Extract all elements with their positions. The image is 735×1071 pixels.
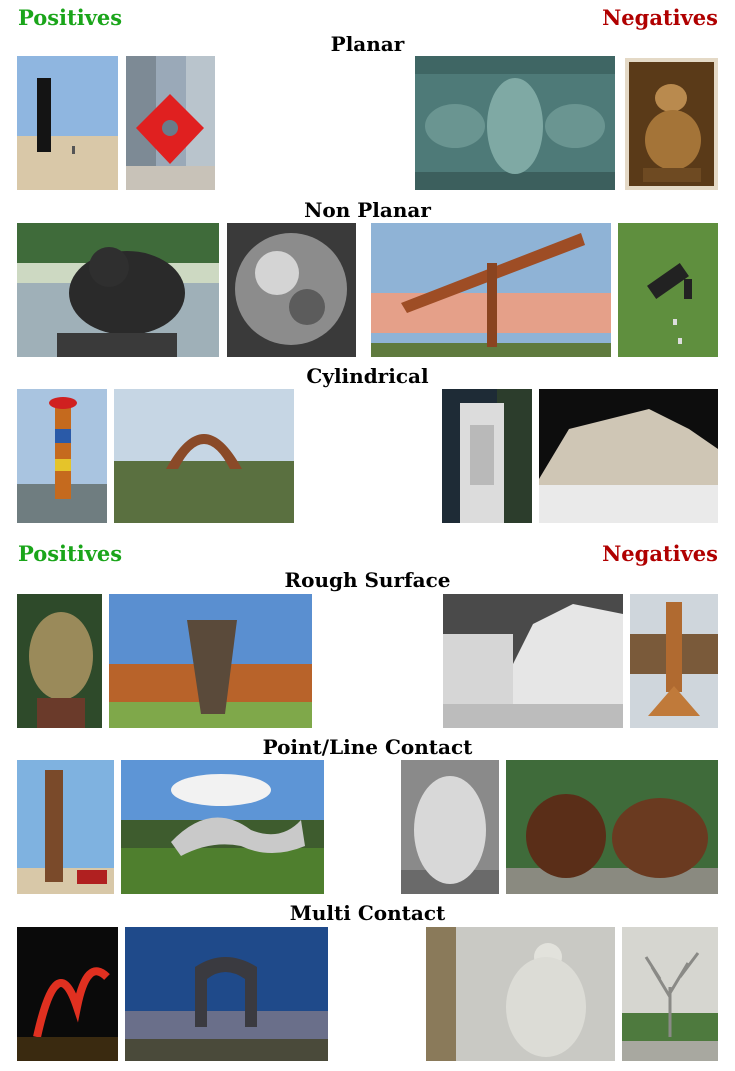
point-line-contact-negative-photo-2	[506, 760, 718, 894]
planar-positive-photo-2	[126, 56, 215, 190]
planar-positive-photo-1	[17, 56, 118, 190]
positives-header-2: Positives	[18, 541, 123, 566]
section-title-planar: Planar	[330, 32, 405, 56]
cylindrical-positive-photo-1	[17, 389, 107, 523]
section-title-rough-surface: Rough Surface	[284, 568, 451, 592]
rough-surface-negative-photo-1	[443, 594, 623, 728]
cylindrical-positive-photo-2	[114, 389, 294, 523]
negatives-header-2: Negatives	[602, 541, 718, 566]
point-line-contact-positive-photo-1	[17, 760, 114, 894]
negatives-header: Negatives	[602, 5, 718, 30]
point-line-contact-negative-photo-1	[401, 760, 499, 894]
point-line-contact-positive-photo-2	[121, 760, 324, 894]
cylindrical-negative-photo-1	[442, 389, 532, 523]
planar-negative-photo-2	[625, 58, 718, 190]
positives-header: Positives	[18, 5, 123, 30]
cylindrical-negative-photo-2	[539, 389, 718, 523]
multi-contact-negative-photo-2	[622, 927, 718, 1061]
rough-surface-negative-photo-2	[630, 594, 718, 728]
non-planar-negative-photo-1	[371, 223, 611, 357]
non-planar-negative-photo-2	[618, 223, 718, 357]
non-planar-positive-photo-1	[17, 223, 219, 357]
multi-contact-positive-photo-1	[17, 927, 118, 1061]
multi-contact-negative-photo-1	[426, 927, 615, 1061]
rough-surface-positive-photo-2	[109, 594, 312, 728]
non-planar-positive-photo-2	[227, 223, 356, 357]
planar-negative-photo-1	[415, 56, 615, 190]
section-title-point-line-contact: Point/Line Contact	[262, 735, 473, 759]
rough-surface-positive-photo-1	[17, 594, 102, 728]
section-title-non-planar: Non Planar	[304, 198, 431, 222]
section-title-cylindrical: Cylindrical	[306, 364, 429, 388]
multi-contact-positive-photo-2	[125, 927, 328, 1061]
section-title-multi-contact: Multi Contact	[289, 901, 446, 925]
